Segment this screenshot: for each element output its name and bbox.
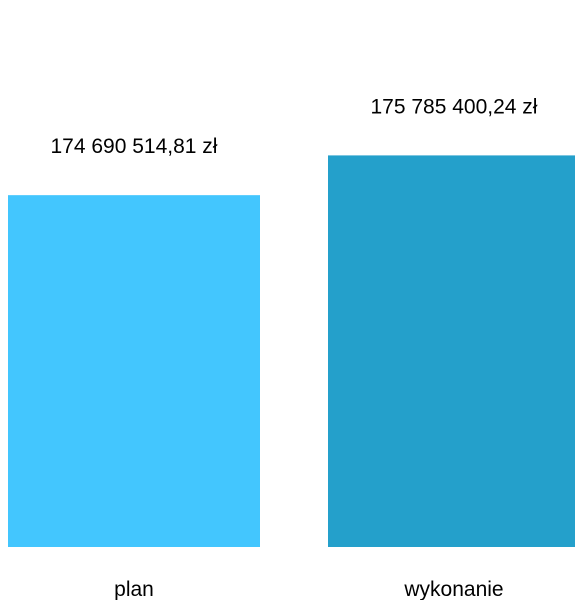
category-label-wykonanie: wykonanie [403,578,503,600]
value-label-plan: 174 690 514,81 zł [51,135,218,158]
bars-layer [8,155,575,547]
labels-layer: 174 690 514,81 zł plan 175 785 400,24 zł wy… [51,95,538,600]
bar-plan [8,195,260,547]
category-label-plan: plan [114,578,154,600]
bar-wykonanie [328,155,575,547]
value-label-wykonanie: 175 785 400,24 zł [371,95,538,118]
